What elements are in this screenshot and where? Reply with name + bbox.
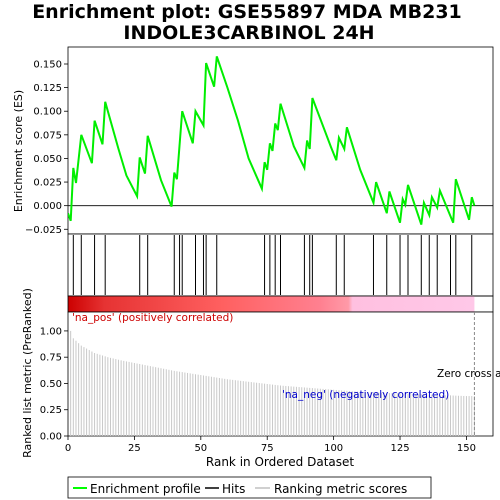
enrichment-profile-line <box>68 56 476 225</box>
es-y-tick-label: 0.100 <box>33 107 62 118</box>
es-y-tick-label: 0.150 <box>33 60 62 71</box>
es-y-tick-label: 0.125 <box>33 83 62 94</box>
x-tick-label: 25 <box>128 443 141 454</box>
x-axis-ticks: 0 25 50 75 100 125 150 <box>65 436 476 454</box>
es-y-tick-label: 0.025 <box>33 178 62 189</box>
x-tick-label: 150 <box>457 443 476 454</box>
metric-y-tick-label: 1.00 <box>40 326 62 337</box>
metric-y-ticks: 0.00 0.25 0.50 0.75 1.00 <box>40 326 68 443</box>
es-y-tick-label: 0.000 <box>33 201 62 212</box>
x-tick-label: 75 <box>261 443 274 454</box>
es-y-tick-label: 0.075 <box>33 130 62 141</box>
zero-cross-label: Zero cross at 153 <box>437 368 500 380</box>
ranked-list-colorbar <box>68 296 475 312</box>
metric-y-tick-label: 0.75 <box>40 353 62 364</box>
metric-y-tick-label: 0.00 <box>40 432 62 443</box>
legend: Enrichment profile Hits Ranking metric s… <box>67 476 432 499</box>
chart-title-line2: INDOLE3CARBINOL 24H <box>123 22 374 44</box>
hits-panel <box>67 233 494 297</box>
x-tick-label: 100 <box>324 443 343 454</box>
legend-hits-label: Hits <box>222 482 245 496</box>
x-tick-label: 125 <box>390 443 409 454</box>
legend-frame <box>67 476 432 499</box>
x-tick-label: 50 <box>194 443 207 454</box>
x-tick-label: 0 <box>65 443 71 454</box>
metric-panel: 0.00 0.25 0.50 0.75 1.00 'na_pos' (positivel… <box>21 288 500 458</box>
metric-y-tick-label: 0.50 <box>40 379 62 390</box>
es-panel: −0.025 0.000 0.025 0.050 0.075 0.100 0.125 0.15… <box>12 46 494 236</box>
metric-y-tick-label: 0.25 <box>40 405 62 416</box>
es-y-ticks: −0.025 0.000 0.025 0.050 0.075 0.100 0.125 0.15… <box>25 60 68 236</box>
hit-markers <box>72 235 473 295</box>
es-y-tick-label: −0.025 <box>25 225 62 236</box>
chart-title-line1: Enrichment plot: GSE55897 MDA MB231 <box>32 1 462 23</box>
legend-metric-label: Ranking metric scores <box>274 482 407 496</box>
metric-y-axis-label: Ranked list metric (PreRanked) <box>21 288 34 458</box>
es-y-axis-label: Enrichment score (ES) <box>12 90 25 212</box>
es-panel-frame <box>67 46 494 235</box>
ranking-metric-bars <box>70 330 475 436</box>
na-neg-label: 'na_neg' (negatively correlated) <box>282 389 449 401</box>
legend-enrichment-label: Enrichment profile <box>90 482 201 496</box>
na-pos-label: 'na_pos' (positively correlated) <box>72 312 233 324</box>
es-y-tick-label: 0.050 <box>33 154 62 165</box>
x-axis-label: Rank in Ordered Dataset <box>206 455 354 469</box>
